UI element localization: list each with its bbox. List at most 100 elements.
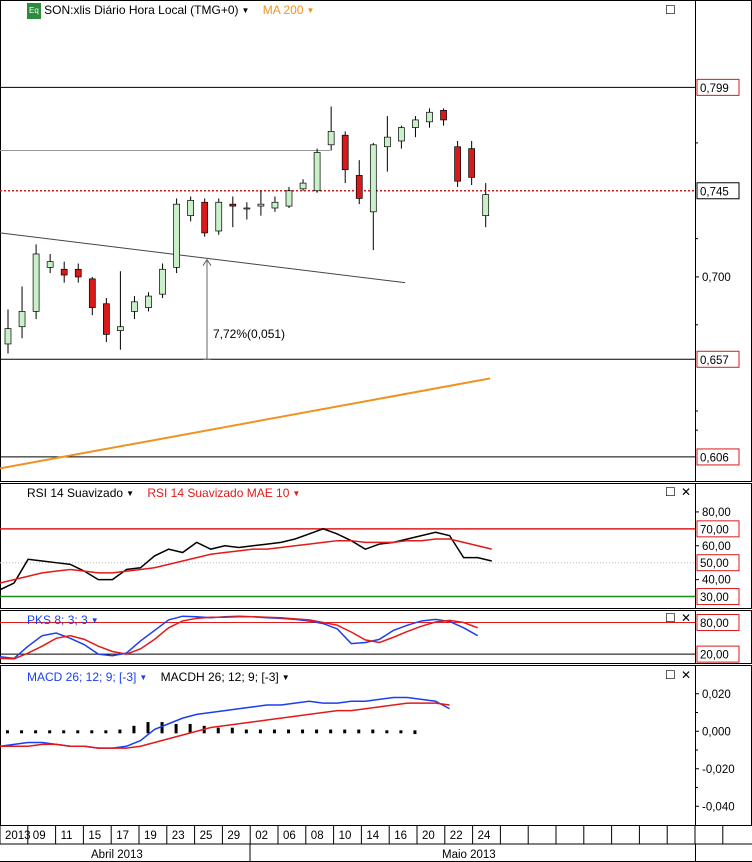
price-label-last-box (696, 182, 740, 200)
x-axis-day-label: 16 (394, 830, 407, 842)
x-axis-day-label: 25 (200, 830, 213, 842)
measure-label: 7,72%(0,051) (213, 327, 286, 341)
close-icon[interactable]: ✕ (681, 668, 692, 682)
candle (313, 148, 321, 193)
candle-body (369, 144, 377, 213)
macd-hist-bar (20, 730, 24, 734)
pks-level-label: 80,00 (700, 618, 729, 630)
macd-hist-bar (48, 730, 52, 734)
macd-hist-bar (413, 730, 417, 735)
symbol-title[interactable]: SON:xlis Diário Hora Local (TMG+0) (44, 3, 239, 18)
chevron-down-icon[interactable]: ▼ (241, 6, 250, 15)
x-axis-day-label: 02 (255, 830, 268, 842)
macd-tick-label: -0,040 (702, 801, 735, 813)
x-axis-day-label: 17 (116, 830, 129, 842)
x-axis-day-label: 23 (172, 830, 185, 842)
macd-signal-line (0, 702, 450, 749)
macd-hist-bar (104, 730, 108, 734)
candle (201, 198, 209, 237)
macd-hist-bar (230, 727, 234, 734)
candle-body (271, 201, 279, 209)
candle-body (440, 109, 447, 121)
macd-tick-label: -0,020 (702, 764, 735, 776)
x-axis-day-label: 2013 (5, 830, 31, 842)
candle (398, 125, 405, 149)
candle (117, 271, 124, 350)
candle (74, 263, 82, 283)
macd-hist-bar (160, 722, 164, 734)
rsi-ma-series-line (0, 538, 492, 584)
candle-body (4, 328, 12, 345)
candle (18, 286, 26, 339)
candle (285, 186, 293, 208)
rsi-level-box (696, 554, 740, 572)
macd-hist-bar (399, 730, 403, 734)
candle-body (159, 268, 166, 295)
close-icon[interactable]: ✕ (681, 485, 692, 499)
candle (355, 160, 363, 205)
pks-d-line (0, 615, 478, 660)
candle (145, 292, 152, 312)
price-tick-label: 0,700 (702, 272, 731, 284)
rsi-tick-label: 40,00 (702, 575, 731, 587)
chevron-down-icon[interactable]: ▼ (126, 488, 134, 498)
x-axis-day-label: 11 (61, 830, 73, 842)
x-axis-month-label: Maio 2013 (442, 849, 496, 861)
maximize-icon[interactable]: ☐ (665, 611, 676, 625)
candle-body (187, 199, 194, 217)
macd-title[interactable]: MACD 26; 12; 9; [-3] (27, 670, 137, 684)
candle (327, 106, 335, 151)
candle-body (60, 268, 68, 276)
x-axis-month-label: Abril 2013 (91, 849, 143, 861)
rsi-title[interactable]: RSI 14 Suavizado (27, 486, 124, 500)
macd-panel-frame (0, 665, 752, 826)
chevron-down-icon[interactable]: ▼ (306, 6, 315, 15)
ma-indicator-label[interactable]: MA 200 (262, 3, 304, 18)
rsi-level-box (696, 520, 740, 538)
pks-title[interactable]: PKS 8; 3; 3 (27, 613, 88, 627)
macd-hist-bar (371, 729, 375, 734)
candle-body (201, 201, 209, 234)
candle (243, 202, 251, 220)
macd-hist-bar (216, 727, 220, 734)
x-axis-day-label: 20 (422, 830, 435, 842)
rsi-ma-title[interactable]: RSI 14 Suavizado MAE 10 (147, 486, 290, 500)
candle (187, 196, 194, 222)
candle (102, 298, 110, 343)
macd-hist-bar (357, 729, 361, 734)
candle-body (313, 152, 321, 192)
price-label-bottom: 0,606 (700, 452, 729, 464)
rsi-level-box (696, 588, 740, 606)
price-label-high: 0,799 (700, 83, 729, 95)
candle (426, 108, 433, 128)
x-axis-day-label: 08 (311, 830, 324, 842)
chevron-down-icon[interactable]: ▼ (292, 488, 301, 498)
ma-200-line (0, 377, 491, 470)
macd-hist-bar (132, 725, 136, 734)
maximize-icon[interactable]: ☐ (665, 668, 676, 682)
pks-level-label: 20,00 (700, 650, 729, 662)
chevron-down-icon[interactable]: ▼ (139, 672, 148, 682)
candle-body (257, 203, 265, 207)
macd-panel-header: MACD 26; 12; 9; [-3] ▼ MACDH 26; 12; 9; [… (27, 670, 290, 685)
close-icon[interactable]: ✕ (681, 611, 692, 625)
candle-body (215, 201, 223, 232)
macd-hist-bar (174, 723, 178, 734)
chevron-down-icon[interactable]: ▼ (90, 615, 99, 625)
chevron-down-icon[interactable]: ▼ (281, 672, 290, 682)
rsi-tick-label: 60,00 (702, 541, 731, 553)
macdh-title[interactable]: MACDH 26; 12; 9; [-3] (160, 670, 279, 684)
x-axis-day-label: 24 (478, 830, 491, 842)
x-axis-day-label: 19 (144, 830, 157, 842)
macd-hist-bar (301, 729, 305, 734)
candle (384, 116, 391, 172)
macd-line (0, 696, 450, 749)
maximize-icon[interactable]: ☐ (665, 485, 676, 499)
price-label-last: 0,745 (700, 186, 729, 198)
macd-hist-bar (329, 729, 333, 734)
macd-hist-bar (315, 729, 319, 734)
maximize-icon[interactable]: ☐ (665, 3, 676, 17)
rsi-level-label: 50,00 (700, 558, 729, 570)
candle (482, 183, 490, 228)
